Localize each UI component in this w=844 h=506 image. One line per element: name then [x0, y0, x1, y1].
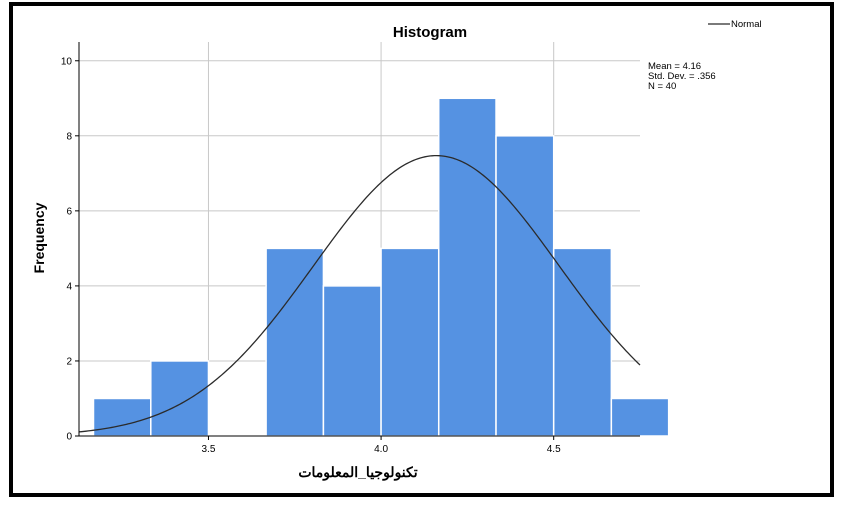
histogram-bar: [610, 397, 670, 437]
y-tick-label: 0: [66, 432, 72, 443]
legend: Normal: [708, 19, 762, 30]
stats-box: Mean = 4.16 Std. Dev. = .356 N = 40: [648, 61, 716, 92]
histogram-bar: [265, 247, 325, 437]
histogram-bar: [495, 135, 555, 437]
tick-labels: 0 2 4 6 8 10 3.5 4.0 4.5: [61, 56, 561, 455]
legend-label-normal: Normal: [731, 19, 762, 30]
stat-mean: Mean = 4.16: [648, 61, 701, 72]
histogram-bar: [552, 247, 613, 437]
bars: [92, 97, 670, 437]
chart-border: [9, 2, 834, 497]
y-tick-label: 10: [61, 56, 73, 67]
histogram-bar: [92, 397, 152, 437]
histogram-bar: [150, 360, 210, 437]
axes: [75, 42, 640, 440]
x-tick-label: 4.0: [374, 444, 388, 455]
normal-curve: [78, 154, 641, 433]
histogram-bar: [322, 285, 382, 437]
y-tick-label: 8: [66, 131, 72, 142]
y-tick-label: 2: [66, 356, 72, 367]
stat-std-dev: Std. Dev. = .356: [648, 71, 716, 82]
histogram-bar: [437, 97, 497, 437]
x-tick-label: 3.5: [202, 444, 216, 455]
normal-curve-group: [78, 154, 641, 433]
y-tick-label: 4: [66, 281, 72, 292]
histogram-bar: [380, 247, 440, 437]
stat-n: N = 40: [648, 81, 676, 92]
y-tick-label: 6: [66, 206, 72, 217]
y-axis-title: Frequency: [31, 202, 47, 273]
x-axis-title: تكنولوجيا_المعلومات: [298, 464, 417, 481]
chart-title: Histogram: [393, 24, 467, 41]
x-tick-label: 4.5: [547, 444, 561, 455]
